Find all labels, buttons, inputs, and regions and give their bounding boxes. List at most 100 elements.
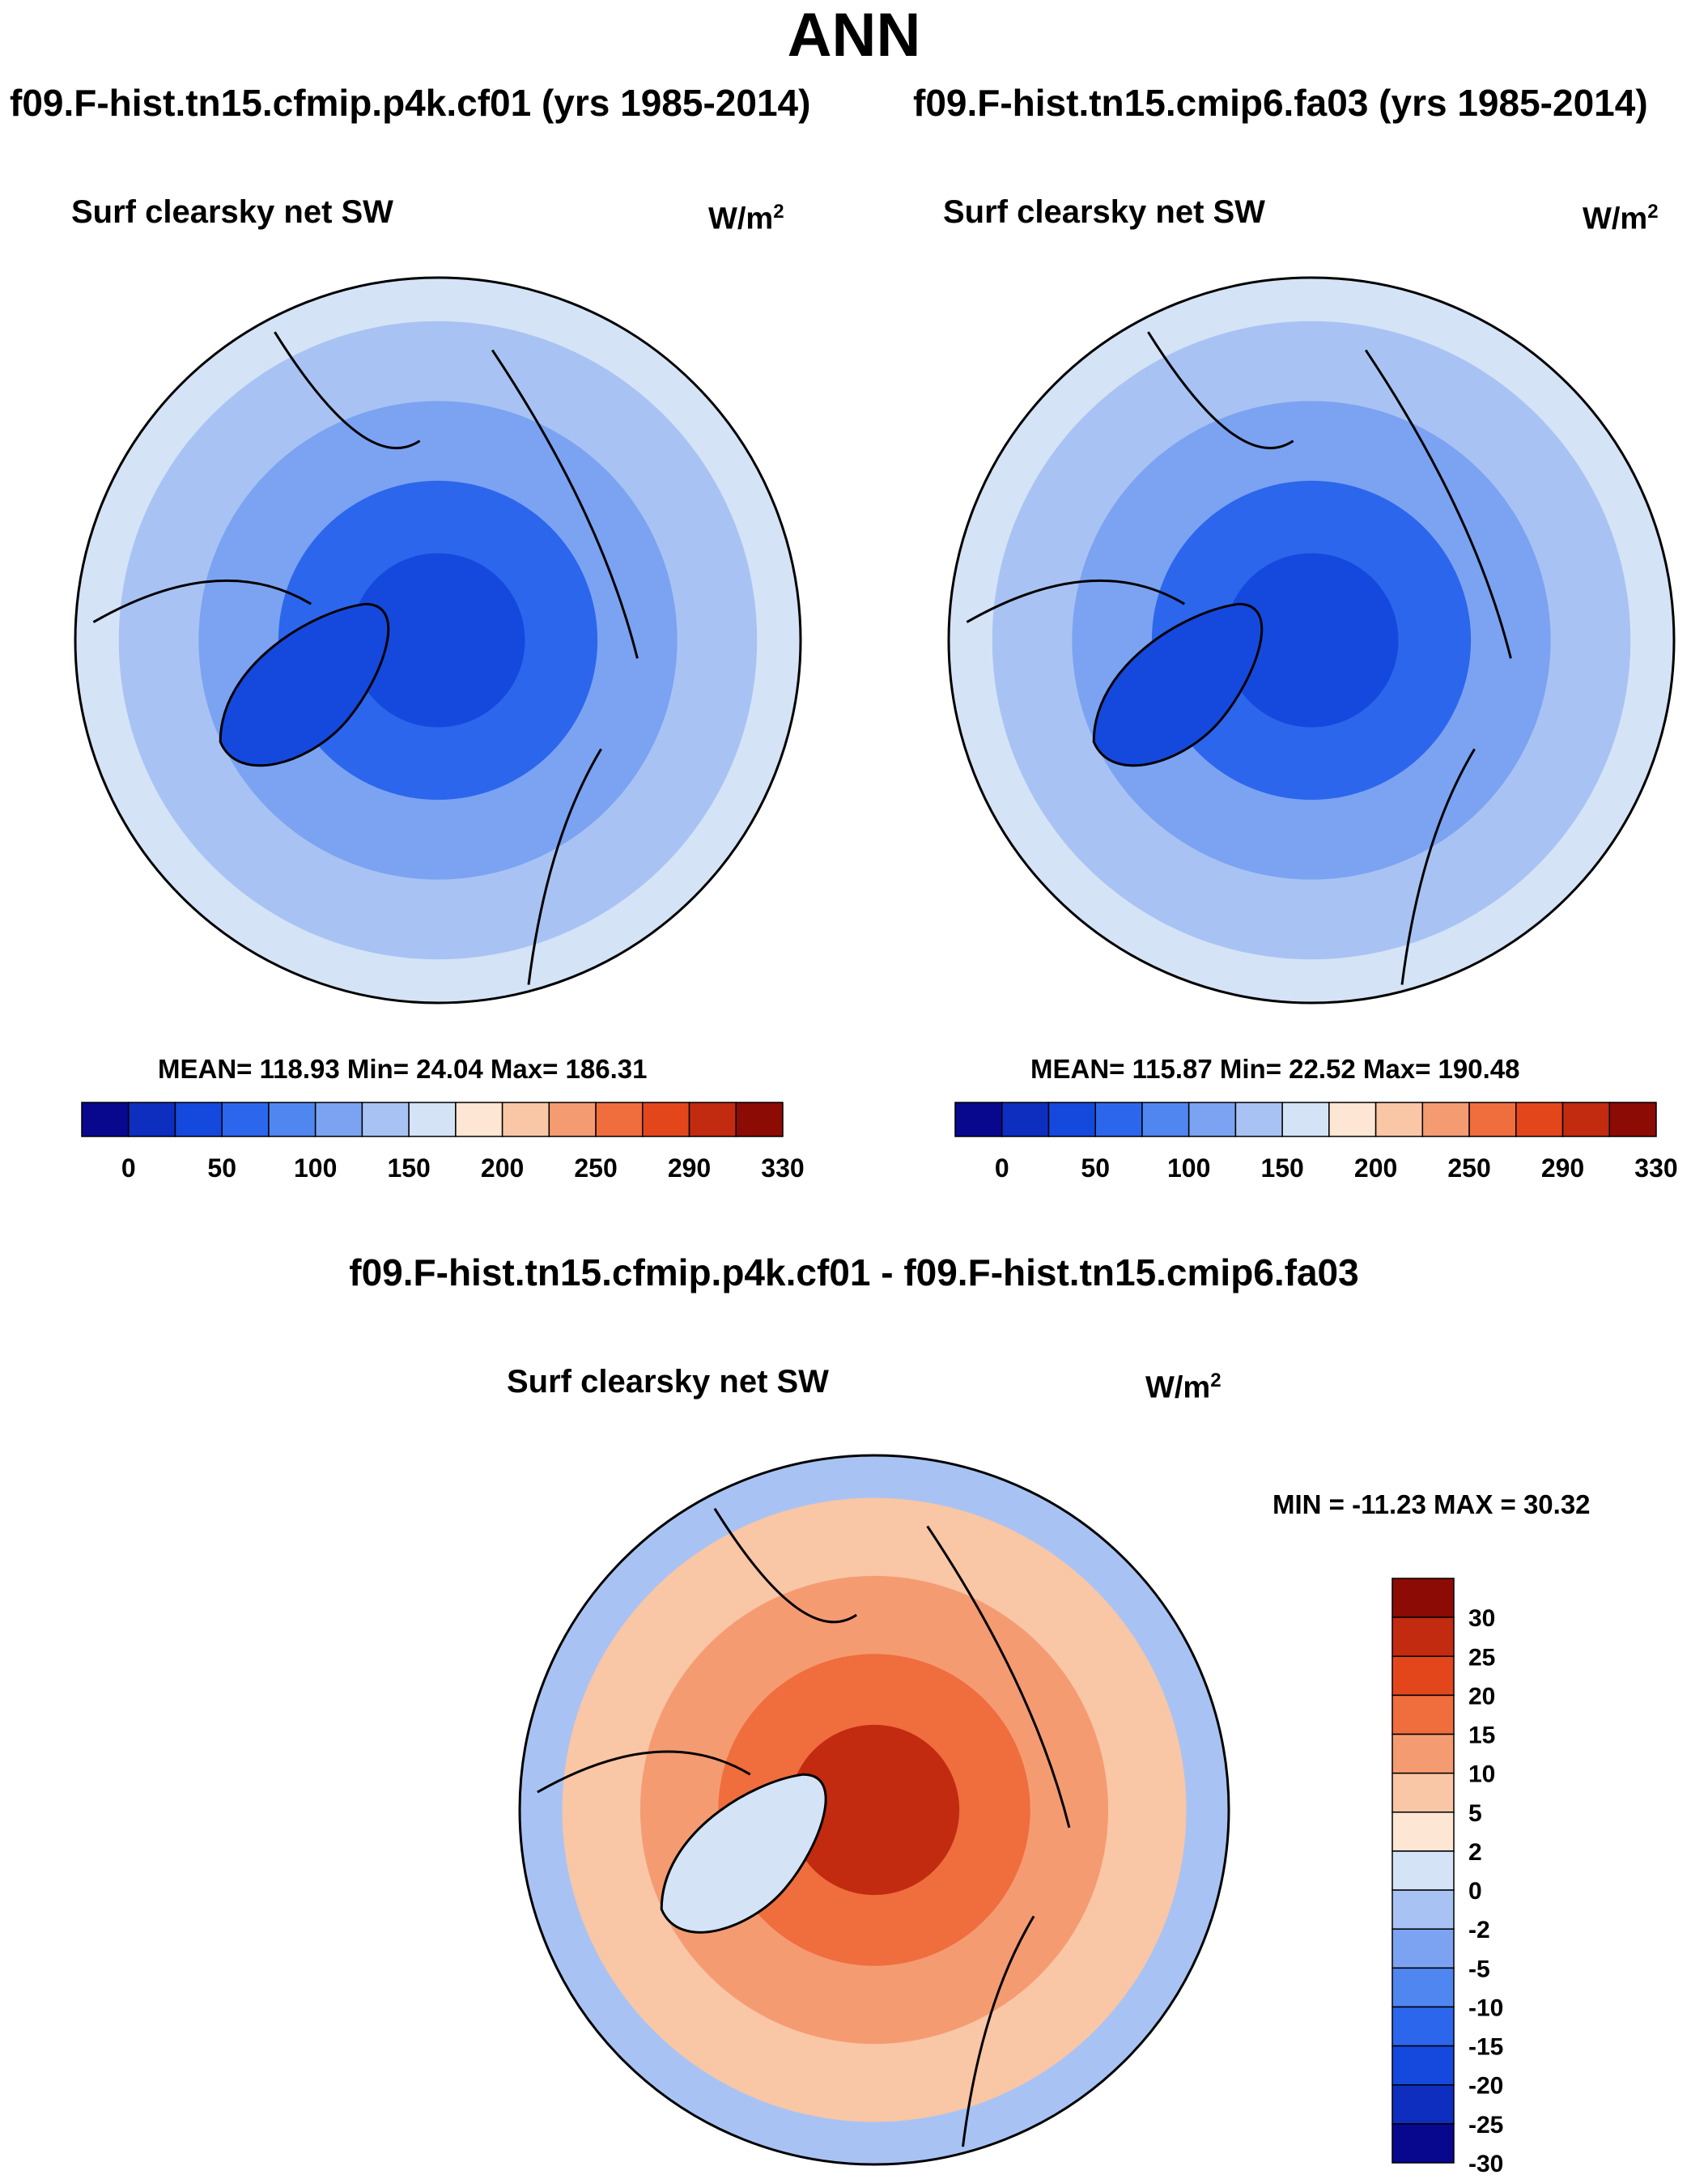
colorbar-3-tick-label: 20 bbox=[1468, 1683, 1495, 1710]
panel1-stats: MEAN= 118.93 Min= 24.04 Max= 186.31 bbox=[158, 1054, 648, 1084]
figure-title: ANN bbox=[787, 1, 921, 70]
colorbar-1-swatch bbox=[81, 1102, 130, 1137]
colorbar-3-swatch bbox=[1391, 1812, 1455, 1852]
colorbar-3-tick-label: -5 bbox=[1468, 1956, 1490, 1982]
colorbar-3-swatch bbox=[1391, 1616, 1455, 1658]
colorbar-3-tick-label: 0 bbox=[1468, 1878, 1482, 1905]
colorbar-2-swatch bbox=[1468, 1102, 1517, 1137]
panel1-units: W/m2 bbox=[708, 201, 784, 236]
colorbar-1-swatch bbox=[174, 1102, 223, 1137]
coastline bbox=[966, 579, 1185, 623]
coastline bbox=[274, 331, 421, 449]
coastline bbox=[491, 349, 639, 659]
coastline bbox=[537, 1750, 751, 1794]
colorbar-1-tick-label: 200 bbox=[481, 1153, 524, 1183]
coastline bbox=[92, 579, 312, 623]
colorbar-2-swatch bbox=[1001, 1102, 1050, 1137]
colorbar-2-swatch bbox=[1141, 1102, 1190, 1137]
colorbar-2-swatch bbox=[1188, 1102, 1237, 1137]
map-border-2 bbox=[947, 276, 1676, 1005]
colorbar-2-swatch bbox=[1281, 1102, 1330, 1137]
field-band bbox=[788, 1724, 960, 1896]
colorbar-2-swatch bbox=[1094, 1102, 1143, 1137]
colorbar-3-tick-label: -2 bbox=[1468, 1917, 1490, 1943]
colorbar-2-tick-label: 0 bbox=[995, 1153, 1009, 1183]
colorbar-3-tick-label: 10 bbox=[1468, 1761, 1495, 1788]
colorbar-3-swatch bbox=[1391, 1733, 1455, 1774]
field-band bbox=[1224, 553, 1399, 728]
map-field-3 bbox=[520, 1455, 1229, 2164]
panel2-stats: MEAN= 115.87 Min= 22.52 Max= 190.48 bbox=[1030, 1054, 1520, 1084]
greenland-region bbox=[1092, 602, 1264, 767]
colorbar-1-swatch bbox=[548, 1102, 597, 1137]
colorbar-2-tick-label: 100 bbox=[1167, 1153, 1210, 1183]
colorbar-2-swatch bbox=[1515, 1102, 1564, 1137]
colorbar-1-tick-label: 250 bbox=[574, 1153, 617, 1183]
panel1-variable-title: Surf clearsky net SW bbox=[71, 194, 393, 230]
coastline bbox=[1400, 748, 1476, 985]
colorbar-3-swatch bbox=[1391, 1967, 1455, 2008]
colorbar-1-swatch bbox=[361, 1102, 410, 1137]
coastline bbox=[962, 1915, 1035, 2147]
colorbar-3-tick-label: -20 bbox=[1468, 2073, 1503, 2100]
colorbar-1-swatch bbox=[455, 1102, 503, 1137]
colorbar-3-tick-label: -10 bbox=[1468, 1994, 1503, 2021]
map-border-3 bbox=[518, 1454, 1230, 2166]
colorbar-3-swatch bbox=[1391, 2045, 1455, 2086]
colorbar-1-tick-label: 100 bbox=[294, 1153, 337, 1183]
colorbar-2-swatch bbox=[1374, 1102, 1424, 1137]
colorbar-2-swatch bbox=[954, 1102, 1003, 1137]
panel1-case-title: f09.F-hist.tn15.cfmip.p4k.cf01 (yrs 1985… bbox=[10, 82, 811, 124]
colorbar-1-swatch bbox=[314, 1102, 363, 1137]
diff-title: f09.F-hist.tn15.cfmip.p4k.cf01 - f09.F-h… bbox=[349, 1251, 1359, 1293]
coastline bbox=[713, 1507, 857, 1624]
coastline bbox=[527, 748, 602, 985]
map-field-2 bbox=[949, 278, 1674, 1003]
colorbar-3-swatch bbox=[1391, 2083, 1455, 2125]
colorbar-1-swatch bbox=[688, 1102, 737, 1137]
colorbar-3-tick-label: 15 bbox=[1468, 1722, 1495, 1749]
colorbar-3-tick-label: 30 bbox=[1468, 1605, 1495, 1632]
colorbar-3-swatch bbox=[1391, 2123, 1455, 2164]
colorbar-2-swatch bbox=[1328, 1102, 1377, 1137]
colorbar-2-tick-label: 50 bbox=[1081, 1153, 1110, 1183]
map-border-1 bbox=[74, 276, 802, 1005]
colorbar-3-swatch bbox=[1391, 1655, 1455, 1697]
panel3-units: W/m2 bbox=[1145, 1370, 1222, 1405]
colorbar-3-swatch bbox=[1391, 1889, 1455, 1930]
colorbar-2-swatch bbox=[1421, 1102, 1470, 1137]
field-band bbox=[351, 553, 525, 728]
colorbar-3-swatch bbox=[1391, 1928, 1455, 1969]
colorbar-3-tick-label: 25 bbox=[1468, 1644, 1495, 1671]
panel3-stats: MIN = -11.23 MAX = 30.32 bbox=[1273, 1489, 1591, 1519]
colorbar-1-swatch bbox=[735, 1102, 784, 1137]
coastline bbox=[926, 1525, 1071, 1829]
colorbar-3-tick-label: -30 bbox=[1468, 2151, 1503, 2177]
colorbar-1-swatch bbox=[127, 1102, 176, 1137]
colorbar-1-swatch bbox=[595, 1102, 644, 1137]
colorbar-2-swatch bbox=[1561, 1102, 1611, 1137]
colorbar-3-tick-label: 2 bbox=[1468, 1839, 1482, 1866]
colorbar-2-tick-label: 150 bbox=[1260, 1153, 1303, 1183]
colorbar-1-tick-label: 50 bbox=[207, 1153, 236, 1183]
colorbar-1-tick-label: 150 bbox=[387, 1153, 430, 1183]
colorbar-3-swatch bbox=[1391, 1694, 1455, 1735]
colorbar-1-swatch bbox=[408, 1102, 457, 1137]
map-field-1 bbox=[75, 278, 801, 1003]
panel2-variable-title: Surf clearsky net SW bbox=[943, 194, 1265, 230]
colorbar-3-swatch bbox=[1391, 1850, 1455, 1891]
colorbar-2-tick-label: 330 bbox=[1634, 1153, 1677, 1183]
colorbar-2-swatch bbox=[1047, 1102, 1096, 1137]
colorbar-3-tick-label: -15 bbox=[1468, 2034, 1503, 2061]
colorbar-2-swatch bbox=[1234, 1102, 1283, 1137]
colorbar-2-tick-label: 290 bbox=[1541, 1153, 1584, 1183]
greenland-region bbox=[660, 1773, 827, 1934]
colorbar-3-tick-label: 5 bbox=[1468, 1800, 1482, 1827]
colorbar-3-swatch bbox=[1391, 2006, 1455, 2047]
colorbar-2-swatch bbox=[1608, 1102, 1657, 1137]
colorbar-3-swatch bbox=[1391, 1772, 1455, 1813]
colorbar-1-tick-label: 0 bbox=[121, 1153, 136, 1183]
panel3-variable-title: Surf clearsky net SW bbox=[507, 1364, 829, 1400]
colorbar-3-tick-label: -25 bbox=[1468, 2112, 1503, 2139]
